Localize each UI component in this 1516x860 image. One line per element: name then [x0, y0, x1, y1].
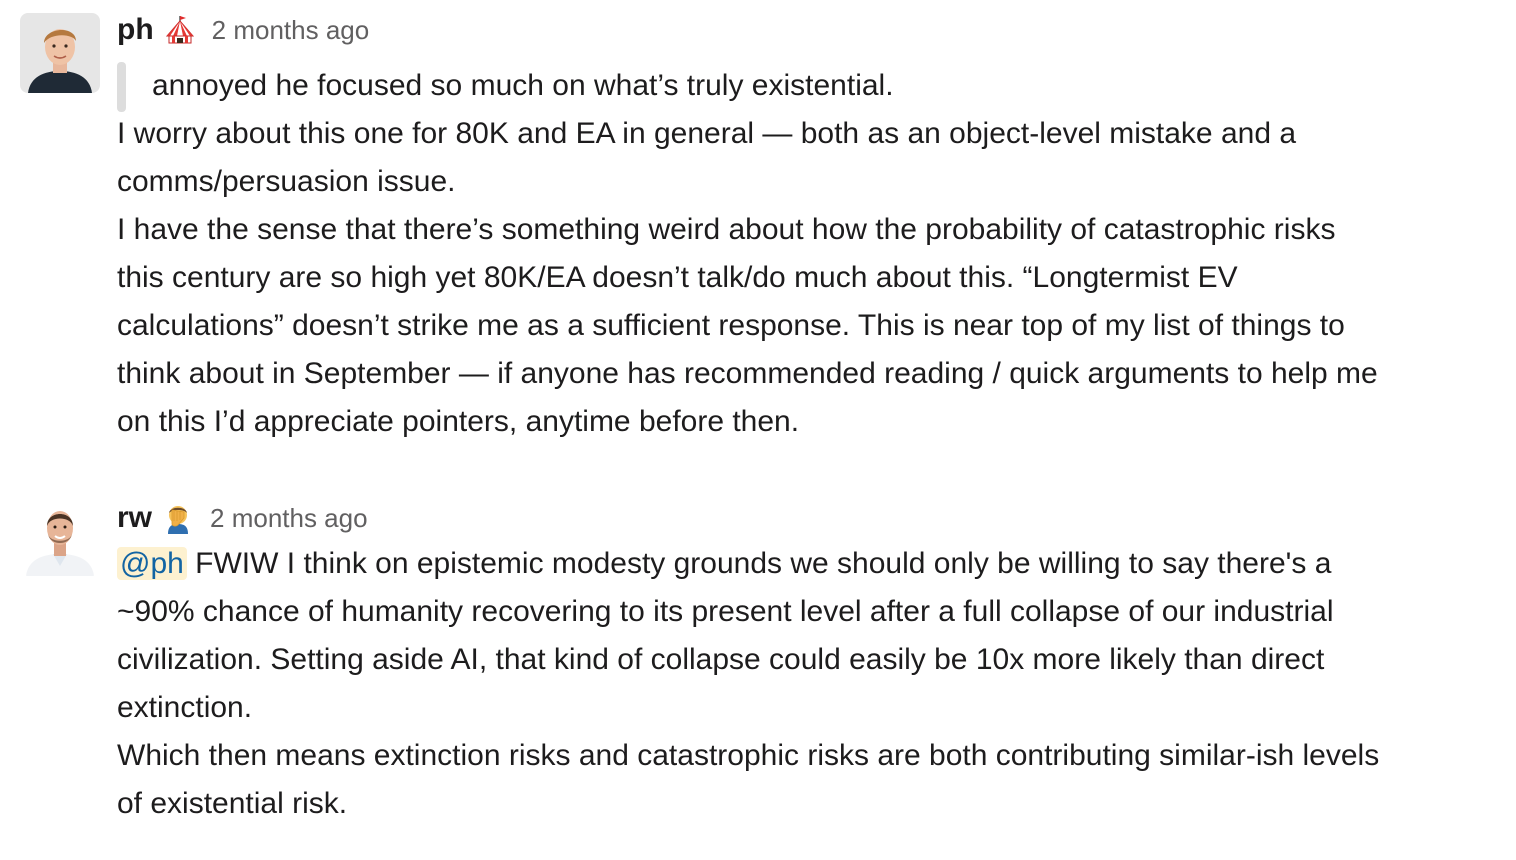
text-line: on this I’d appreciate pointers, anytime… — [117, 405, 800, 438]
timestamp[interactable]: 2 months ago — [211, 14, 370, 45]
timestamp[interactable]: 2 months ago — [210, 502, 368, 533]
text-line: Which then means extinction risks and ca… — [117, 739, 1380, 772]
message-content: ph 2 months ago an — [117, 8, 1496, 446]
author-name[interactable]: rw — [117, 501, 153, 534]
quote-bar — [117, 62, 126, 112]
author-name[interactable]: ph — [117, 13, 154, 46]
text-line: I worry about this one for 80K and EA in… — [117, 117, 1297, 150]
face-palm-icon[interactable] — [162, 502, 194, 534]
avatar-ph[interactable] — [20, 13, 100, 93]
text-line: civilization. Setting aside AI, that kin… — [117, 643, 1325, 676]
text-line: FWIW I think on epistemic modesty ground… — [186, 547, 1332, 580]
message-paragraph-1: I worry about this one for 80K and EA in… — [117, 110, 1496, 206]
message-header: ph 2 months ago — [117, 8, 1496, 52]
text-line: extinction. — [117, 691, 253, 724]
quote-text: annoyed he focused so much on what’s tru… — [152, 69, 894, 102]
text-line: of existential risk. — [117, 787, 348, 820]
block-quote: annoyed he focused so much on what’s tru… — [117, 62, 1496, 112]
text-line: I have the sense that there’s something … — [117, 213, 1336, 246]
circus-tent-icon[interactable] — [164, 14, 196, 46]
avatar-ph-image — [20, 13, 100, 93]
text-line: comms/persuasion issue. — [117, 165, 456, 198]
user-mention[interactable]: @ph — [117, 547, 187, 580]
text-line: calculations” doesn’t strike me as a suf… — [117, 309, 1345, 342]
message-paragraph-1: @ph FWIW I think on epistemic modesty gr… — [117, 540, 1496, 732]
message-paragraph-2: Which then means extinction risks and ca… — [117, 732, 1496, 828]
message-content: rw 2 months ago @ph FWIW I think on epis… — [117, 496, 1496, 828]
text-line: ~90% chance of humanity recovering to it… — [117, 595, 1334, 628]
message-paragraph-2: I have the sense that there’s something … — [117, 206, 1496, 446]
text-line: think about in September — if anyone has… — [117, 357, 1378, 390]
text-line: this century are so high yet 80K/EA does… — [117, 261, 1238, 294]
message-header: rw 2 months ago — [117, 496, 1496, 540]
avatar-rw[interactable] — [20, 496, 100, 576]
avatar-rw-image — [20, 496, 100, 576]
